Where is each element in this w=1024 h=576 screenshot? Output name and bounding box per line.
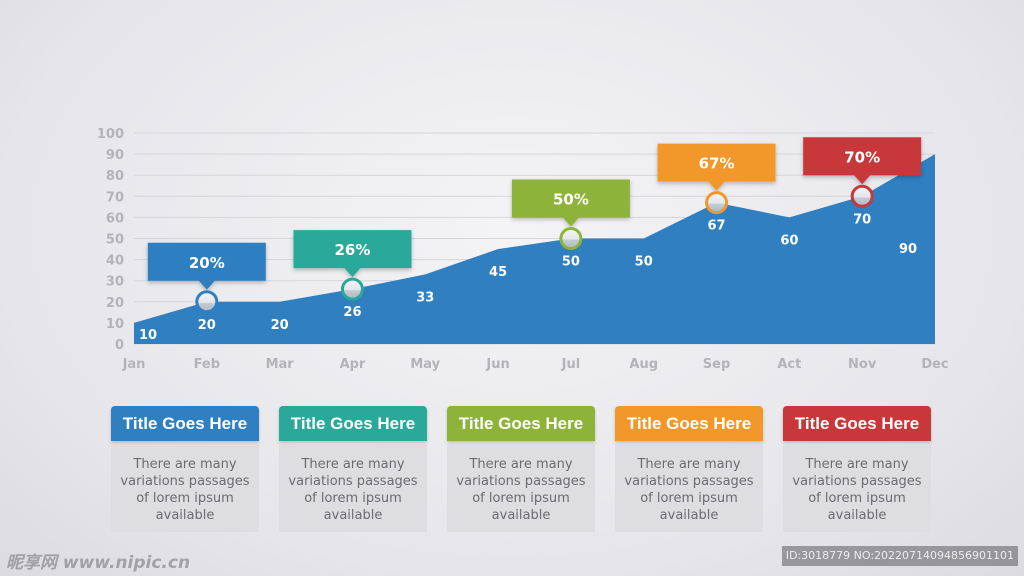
callout-label: 70% [844, 148, 880, 166]
info-card-3: Title Goes Here There are many variation… [447, 406, 595, 534]
card-text: There are many variations passages of lo… [279, 444, 427, 532]
x-tick-label: Jul [561, 357, 581, 372]
callout-box [293, 230, 412, 278]
x-tick-label: Mar [266, 357, 295, 372]
data-point-marker [340, 277, 364, 301]
x-tick-label: Feb [194, 357, 220, 372]
value-label: 70 [853, 212, 871, 227]
value-label: 60 [780, 233, 798, 248]
data-point-marker [850, 184, 874, 208]
y-tick-label: 20 [106, 296, 124, 311]
callout: 50% [511, 179, 630, 250]
x-tick-label: Jan [122, 357, 146, 372]
value-label: 50 [562, 255, 580, 270]
card-title: Title Goes Here [447, 406, 595, 441]
x-tick-label: Apr [340, 357, 366, 372]
callout-box [511, 179, 630, 227]
value-label: 20 [271, 318, 289, 333]
x-tick-label: Aug [629, 357, 658, 372]
area-chart: 0 10 20 30 40 50 60 70 80 90 100 10 20 20 26 33 45 50 50 6… [97, 127, 949, 372]
y-tick-label: 60 [106, 211, 124, 226]
value-label: 90 [899, 242, 917, 257]
callout-box [147, 242, 266, 290]
x-tick-label: Sep [703, 357, 731, 372]
y-tick-label: 50 [106, 233, 124, 248]
y-tick-label: 10 [106, 317, 124, 332]
y-tick-label: 0 [115, 338, 124, 353]
y-tick-label: 40 [106, 254, 124, 269]
x-tick-label: Act [777, 357, 801, 372]
data-point-marker [559, 227, 583, 250]
data-point-marker [195, 290, 219, 314]
y-tick-label: 90 [106, 148, 124, 163]
callouts: 20% 26% 50% 67% 70% [147, 137, 922, 314]
card-title: Title Goes Here [615, 406, 763, 441]
y-tick-label: 100 [97, 127, 124, 142]
callout-label: 67% [699, 155, 735, 173]
watermark-id: ID:3018779 NO:20220714094856901101 [781, 546, 1018, 566]
value-label: 50 [635, 255, 653, 270]
x-axis: Jan Feb Mar Apr May Jun Jul Aug Sep Act Nov Dec [122, 357, 949, 372]
card-text: There are many variations passages of lo… [783, 444, 931, 532]
value-labels: 10 20 20 26 33 45 50 50 67 60 70 90 [139, 212, 917, 343]
card-text: There are many variations passages of lo… [111, 444, 259, 532]
x-tick-label: Dec [921, 357, 948, 372]
card-title: Title Goes Here [111, 406, 259, 441]
y-axis: 0 10 20 30 40 50 60 70 80 90 100 [97, 127, 124, 353]
value-label: 20 [198, 318, 216, 333]
data-point-marker [705, 191, 729, 215]
callout: 70% [803, 137, 922, 208]
card-text: There are many variations passages of lo… [447, 444, 595, 532]
value-label: 67 [707, 219, 725, 234]
area-fill [134, 154, 935, 344]
value-label: 10 [139, 328, 157, 343]
watermark-logo: 昵享网 www.nipic.cn [6, 553, 191, 573]
value-label: 45 [489, 265, 507, 280]
callout-label: 20% [189, 254, 225, 272]
x-tick-label: May [410, 357, 440, 372]
x-tick-label: Nov [848, 357, 877, 372]
x-tick-label: Jun [485, 357, 509, 372]
value-label: 33 [416, 290, 434, 305]
callout: 26% [293, 230, 412, 301]
card-title: Title Goes Here [783, 406, 931, 441]
callout: 67% [657, 143, 776, 215]
y-tick-label: 70 [106, 190, 124, 205]
info-card-5: Title Goes Here There are many variation… [783, 406, 931, 534]
info-card-4: Title Goes Here There are many variation… [615, 406, 763, 534]
callout-label: 50% [553, 191, 589, 209]
y-tick-label: 80 [106, 169, 124, 184]
card-text: There are many variations passages of lo… [615, 444, 763, 532]
value-label: 26 [343, 305, 361, 320]
callout-label: 26% [335, 241, 371, 259]
card-title: Title Goes Here [279, 406, 427, 441]
callout-box [657, 143, 776, 191]
info-card-2: Title Goes Here There are many variation… [279, 406, 427, 534]
callout-box [803, 137, 922, 185]
info-card-1: Title Goes Here There are many variation… [111, 406, 259, 534]
y-tick-label: 30 [106, 275, 124, 290]
area-series [134, 154, 935, 344]
callout: 20% [147, 242, 266, 314]
